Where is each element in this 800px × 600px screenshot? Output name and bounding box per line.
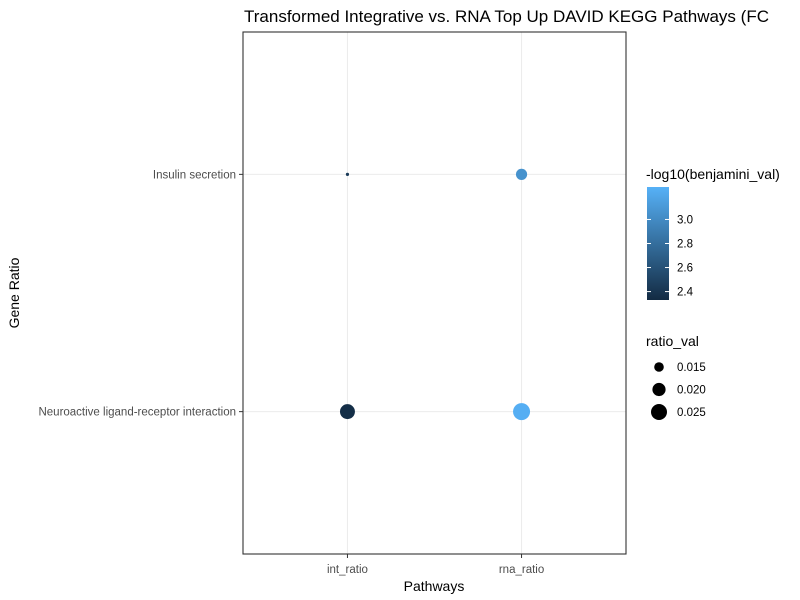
chart-title: Transformed Integrative vs. RNA Top Up D… — [244, 7, 769, 26]
color-break-label: 2.4 — [677, 287, 694, 299]
grid-lines — [243, 32, 626, 554]
size-key-label: 0.020 — [677, 385, 706, 397]
y-tick-label: Insulin secretion — [153, 169, 236, 181]
axes: int_ratio rna_ratio Neuroactive ligand-rec… — [38, 169, 544, 576]
color-legend-breaks: 2.4 2.6 2.8 3.0 — [647, 214, 694, 299]
data-point — [345, 172, 350, 176]
size-key-label: 0.025 — [677, 407, 706, 419]
color-break-label: 2.6 — [677, 263, 693, 275]
data-point — [515, 168, 528, 180]
y-axis-title: Gene Ratio — [6, 257, 22, 328]
size-key-point — [654, 362, 664, 372]
data-point — [339, 404, 355, 420]
plot-panel — [242, 31, 627, 555]
color-break-label: 2.8 — [677, 239, 693, 251]
color-legend-title: -log10(benjamini_val) — [646, 166, 780, 182]
size-legend-keys: 0.015 0.020 0.025 — [650, 362, 706, 421]
x-axis-title: Pathways — [404, 578, 465, 594]
size-key-point — [650, 403, 668, 421]
size-key-label: 0.015 — [677, 362, 706, 374]
y-tick-label: Neuroactive ligand-receptor interaction — [38, 407, 236, 419]
color-bar — [647, 187, 669, 300]
data-point — [513, 403, 531, 421]
size-key-point — [652, 382, 666, 397]
color-break-label: 3.0 — [677, 214, 693, 226]
size-legend-title: ratio_val — [646, 333, 699, 349]
x-tick-label: int_ratio — [327, 564, 368, 576]
data-points — [339, 168, 531, 421]
x-tick-label: rna_ratio — [499, 564, 544, 576]
